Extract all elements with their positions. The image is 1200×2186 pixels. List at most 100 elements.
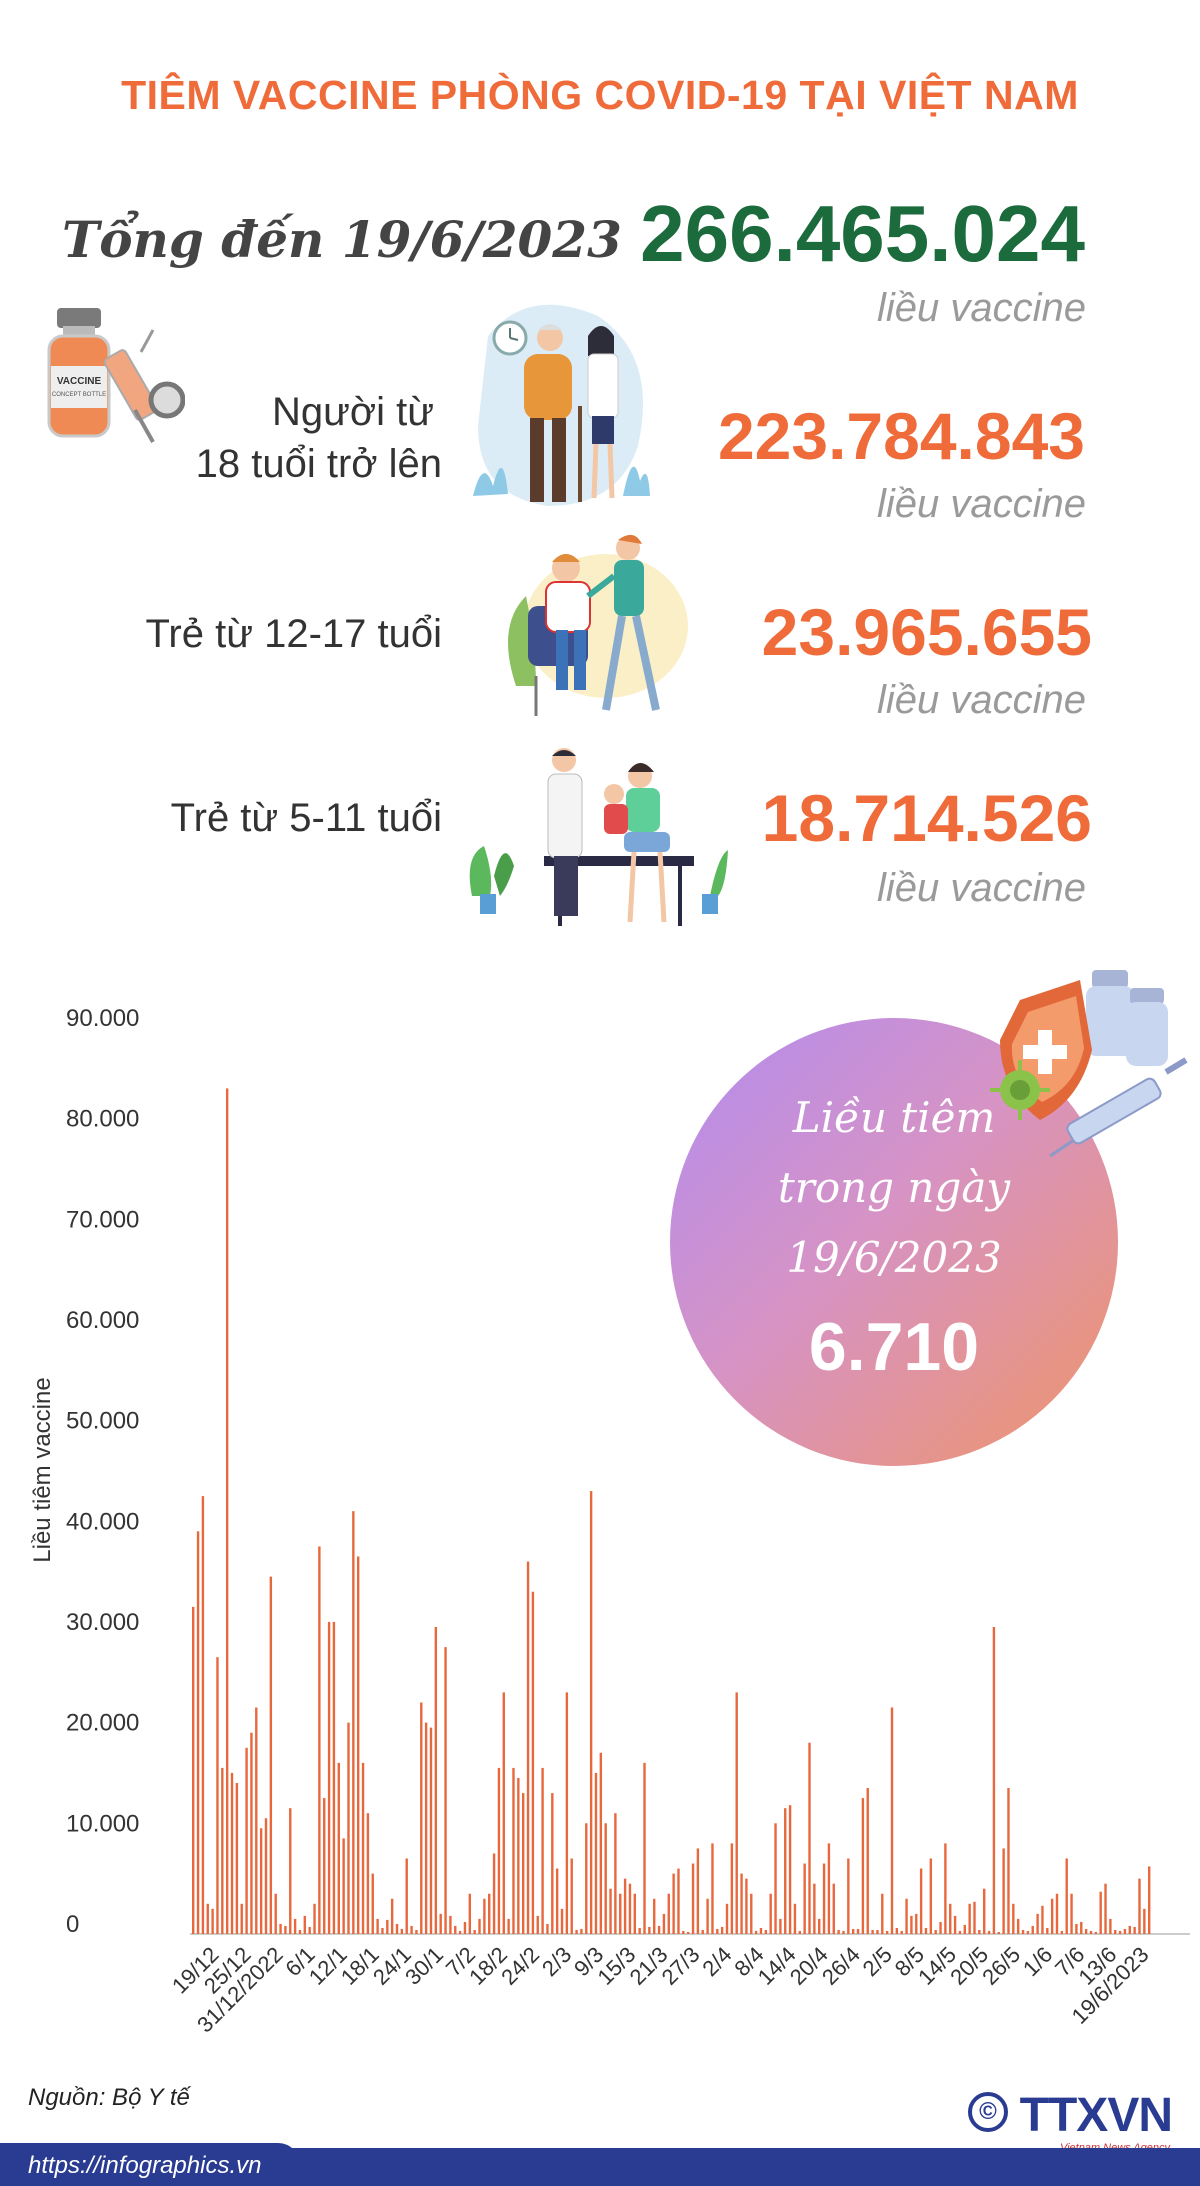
- bar: [1128, 1925, 1131, 1934]
- y-tick-label: 70.000: [66, 1206, 139, 1233]
- bar: [492, 1853, 496, 1934]
- group-adult-label-line2: 18 tuổi trở lên: [195, 442, 442, 486]
- bar: [245, 1747, 248, 1934]
- bar: [861, 1798, 865, 1934]
- bar: [599, 1752, 603, 1934]
- bar: [735, 1692, 738, 1934]
- bar: [720, 1926, 724, 1934]
- bar: [570, 1858, 573, 1934]
- bar: [769, 1893, 772, 1934]
- bar: [255, 1707, 258, 1934]
- bar-series: [192, 1088, 1151, 1934]
- teen-vaccination-illustration: [508, 534, 688, 716]
- y-axis-ticks: 0 10.000 20.000 30.000 40.000 50.000 60.000 70.…: [66, 1005, 139, 1938]
- bar: [230, 1772, 234, 1934]
- bar: [1060, 1930, 1064, 1934]
- bar: [949, 1903, 952, 1934]
- y-axis-label: Liều tiêm vaccine: [29, 1377, 56, 1562]
- bar: [521, 1793, 525, 1934]
- bar: [240, 1903, 243, 1934]
- bar: [546, 1923, 549, 1934]
- group-child-label: Trẻ từ 5-11 tuổi: [170, 796, 442, 840]
- bar: [847, 1858, 850, 1934]
- bar: [934, 1929, 937, 1934]
- bar: [924, 1927, 928, 1934]
- bar: [444, 1647, 447, 1934]
- bar: [1021, 1929, 1025, 1934]
- bar: [366, 1813, 370, 1934]
- bar: [356, 1556, 360, 1934]
- bar: [318, 1546, 321, 1934]
- bar: [968, 1903, 971, 1934]
- page-title: TIÊM VACCINE PHÒNG COVID-19 TẠI VIỆT NAM: [121, 72, 1079, 118]
- bar: [992, 1626, 996, 1934]
- bar: [274, 1893, 277, 1934]
- bar: [958, 1930, 962, 1934]
- bar: [798, 1930, 801, 1934]
- bar: [890, 1707, 894, 1934]
- bar: [1118, 1930, 1122, 1934]
- bar: [327, 1621, 331, 1934]
- bar: [1065, 1858, 1068, 1934]
- bar: [614, 1813, 617, 1934]
- bar: [851, 1928, 855, 1934]
- bar: [919, 1868, 923, 1934]
- bar: [1080, 1921, 1083, 1934]
- bar: [551, 1793, 554, 1934]
- bar: [939, 1921, 942, 1934]
- bar: [725, 1903, 729, 1934]
- bar: [449, 1915, 452, 1934]
- bar: [439, 1913, 442, 1934]
- bar: [905, 1898, 908, 1934]
- bar: [473, 1929, 476, 1934]
- bar: [206, 1903, 209, 1934]
- bar: [987, 1930, 991, 1934]
- x-axis-ticks: 19/1225/1231/12/20226/112/118/124/130/17…: [167, 1942, 1154, 2038]
- infographics-link[interactable]: https://infographics.vn: [28, 2152, 262, 2179]
- bar: [779, 1918, 782, 1934]
- y-tick-label: 90.000: [66, 1005, 139, 1032]
- bar: [415, 1929, 418, 1934]
- bar: [298, 1929, 302, 1934]
- bar: [1016, 1918, 1020, 1934]
- bar: [541, 1767, 544, 1934]
- bar: [1050, 1898, 1054, 1934]
- bar: [420, 1702, 423, 1934]
- y-tick-label: 40.000: [66, 1508, 139, 1535]
- bar: [400, 1928, 404, 1934]
- bar: [754, 1930, 758, 1934]
- bar: [1089, 1930, 1093, 1934]
- bar: [1041, 1905, 1044, 1934]
- bar: [376, 1918, 379, 1934]
- bar: [885, 1930, 889, 1934]
- bar: [682, 1930, 685, 1934]
- vial-label-line2: CONCEPT BOTTLE: [52, 392, 106, 398]
- group-adult-label: Người từ 18 tuổi trở lên: [196, 386, 442, 490]
- bar: [196, 1531, 200, 1934]
- bar: [560, 1908, 564, 1934]
- adult-vaccination-illustration: [473, 304, 650, 506]
- bar: [788, 1805, 792, 1934]
- bar: [507, 1918, 510, 1934]
- bar: [454, 1925, 457, 1934]
- bar: [512, 1767, 515, 1934]
- bar: [381, 1927, 384, 1934]
- bubble-label-line1: Liều tiêm: [792, 1093, 996, 1142]
- bar: [1109, 1918, 1112, 1934]
- group-child-value: 18.714.526: [761, 781, 1092, 855]
- bar: [259, 1828, 263, 1934]
- bar: [225, 1088, 229, 1934]
- bar: [774, 1823, 777, 1934]
- bar: [483, 1898, 486, 1934]
- bar: [711, 1843, 714, 1934]
- bar: [963, 1924, 966, 1934]
- bar: [531, 1591, 535, 1934]
- bar: [308, 1926, 311, 1934]
- shield-virus-syringe-icon: [990, 970, 1188, 1158]
- child-vaccination-illustration: [469, 748, 728, 926]
- bar: [580, 1928, 583, 1934]
- bar: [1138, 1878, 1141, 1934]
- daily-dose-bubble: Liều tiêm trong ngày 19/6/2023 6.710: [670, 1018, 1118, 1466]
- bar: [837, 1929, 840, 1934]
- bar: [745, 1878, 748, 1934]
